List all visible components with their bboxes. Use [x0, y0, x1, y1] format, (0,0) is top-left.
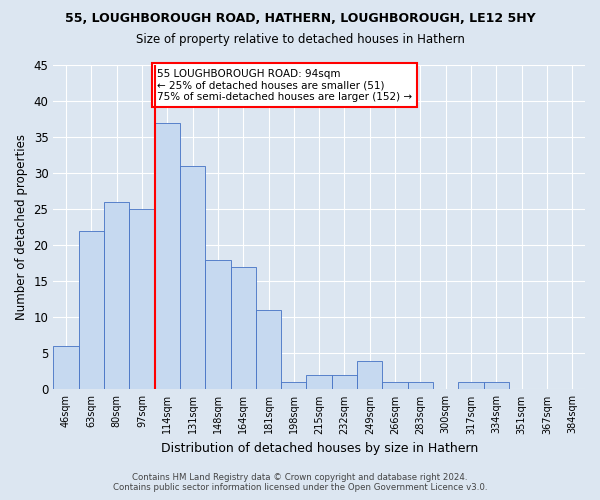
Bar	[281, 382, 307, 390]
X-axis label: Distribution of detached houses by size in Hathern: Distribution of detached houses by size …	[161, 442, 478, 455]
Bar	[382, 382, 408, 390]
Bar	[180, 166, 205, 390]
Y-axis label: Number of detached properties: Number of detached properties	[15, 134, 28, 320]
Bar	[155, 122, 180, 390]
Bar	[230, 267, 256, 390]
Text: Contains HM Land Registry data © Crown copyright and database right 2024.
Contai: Contains HM Land Registry data © Crown c…	[113, 473, 487, 492]
Bar	[307, 375, 332, 390]
Bar	[53, 346, 79, 390]
Bar	[484, 382, 509, 390]
Bar	[256, 310, 281, 390]
Bar	[458, 382, 484, 390]
Bar	[129, 209, 155, 390]
Text: 55, LOUGHBOROUGH ROAD, HATHERN, LOUGHBOROUGH, LE12 5HY: 55, LOUGHBOROUGH ROAD, HATHERN, LOUGHBOR…	[65, 12, 535, 26]
Bar	[79, 231, 104, 390]
Bar	[104, 202, 129, 390]
Text: Size of property relative to detached houses in Hathern: Size of property relative to detached ho…	[136, 32, 464, 46]
Bar	[408, 382, 433, 390]
Bar	[205, 260, 230, 390]
Bar	[357, 360, 382, 390]
Bar	[332, 375, 357, 390]
Text: 55 LOUGHBOROUGH ROAD: 94sqm
← 25% of detached houses are smaller (51)
75% of sem: 55 LOUGHBOROUGH ROAD: 94sqm ← 25% of det…	[157, 68, 412, 102]
